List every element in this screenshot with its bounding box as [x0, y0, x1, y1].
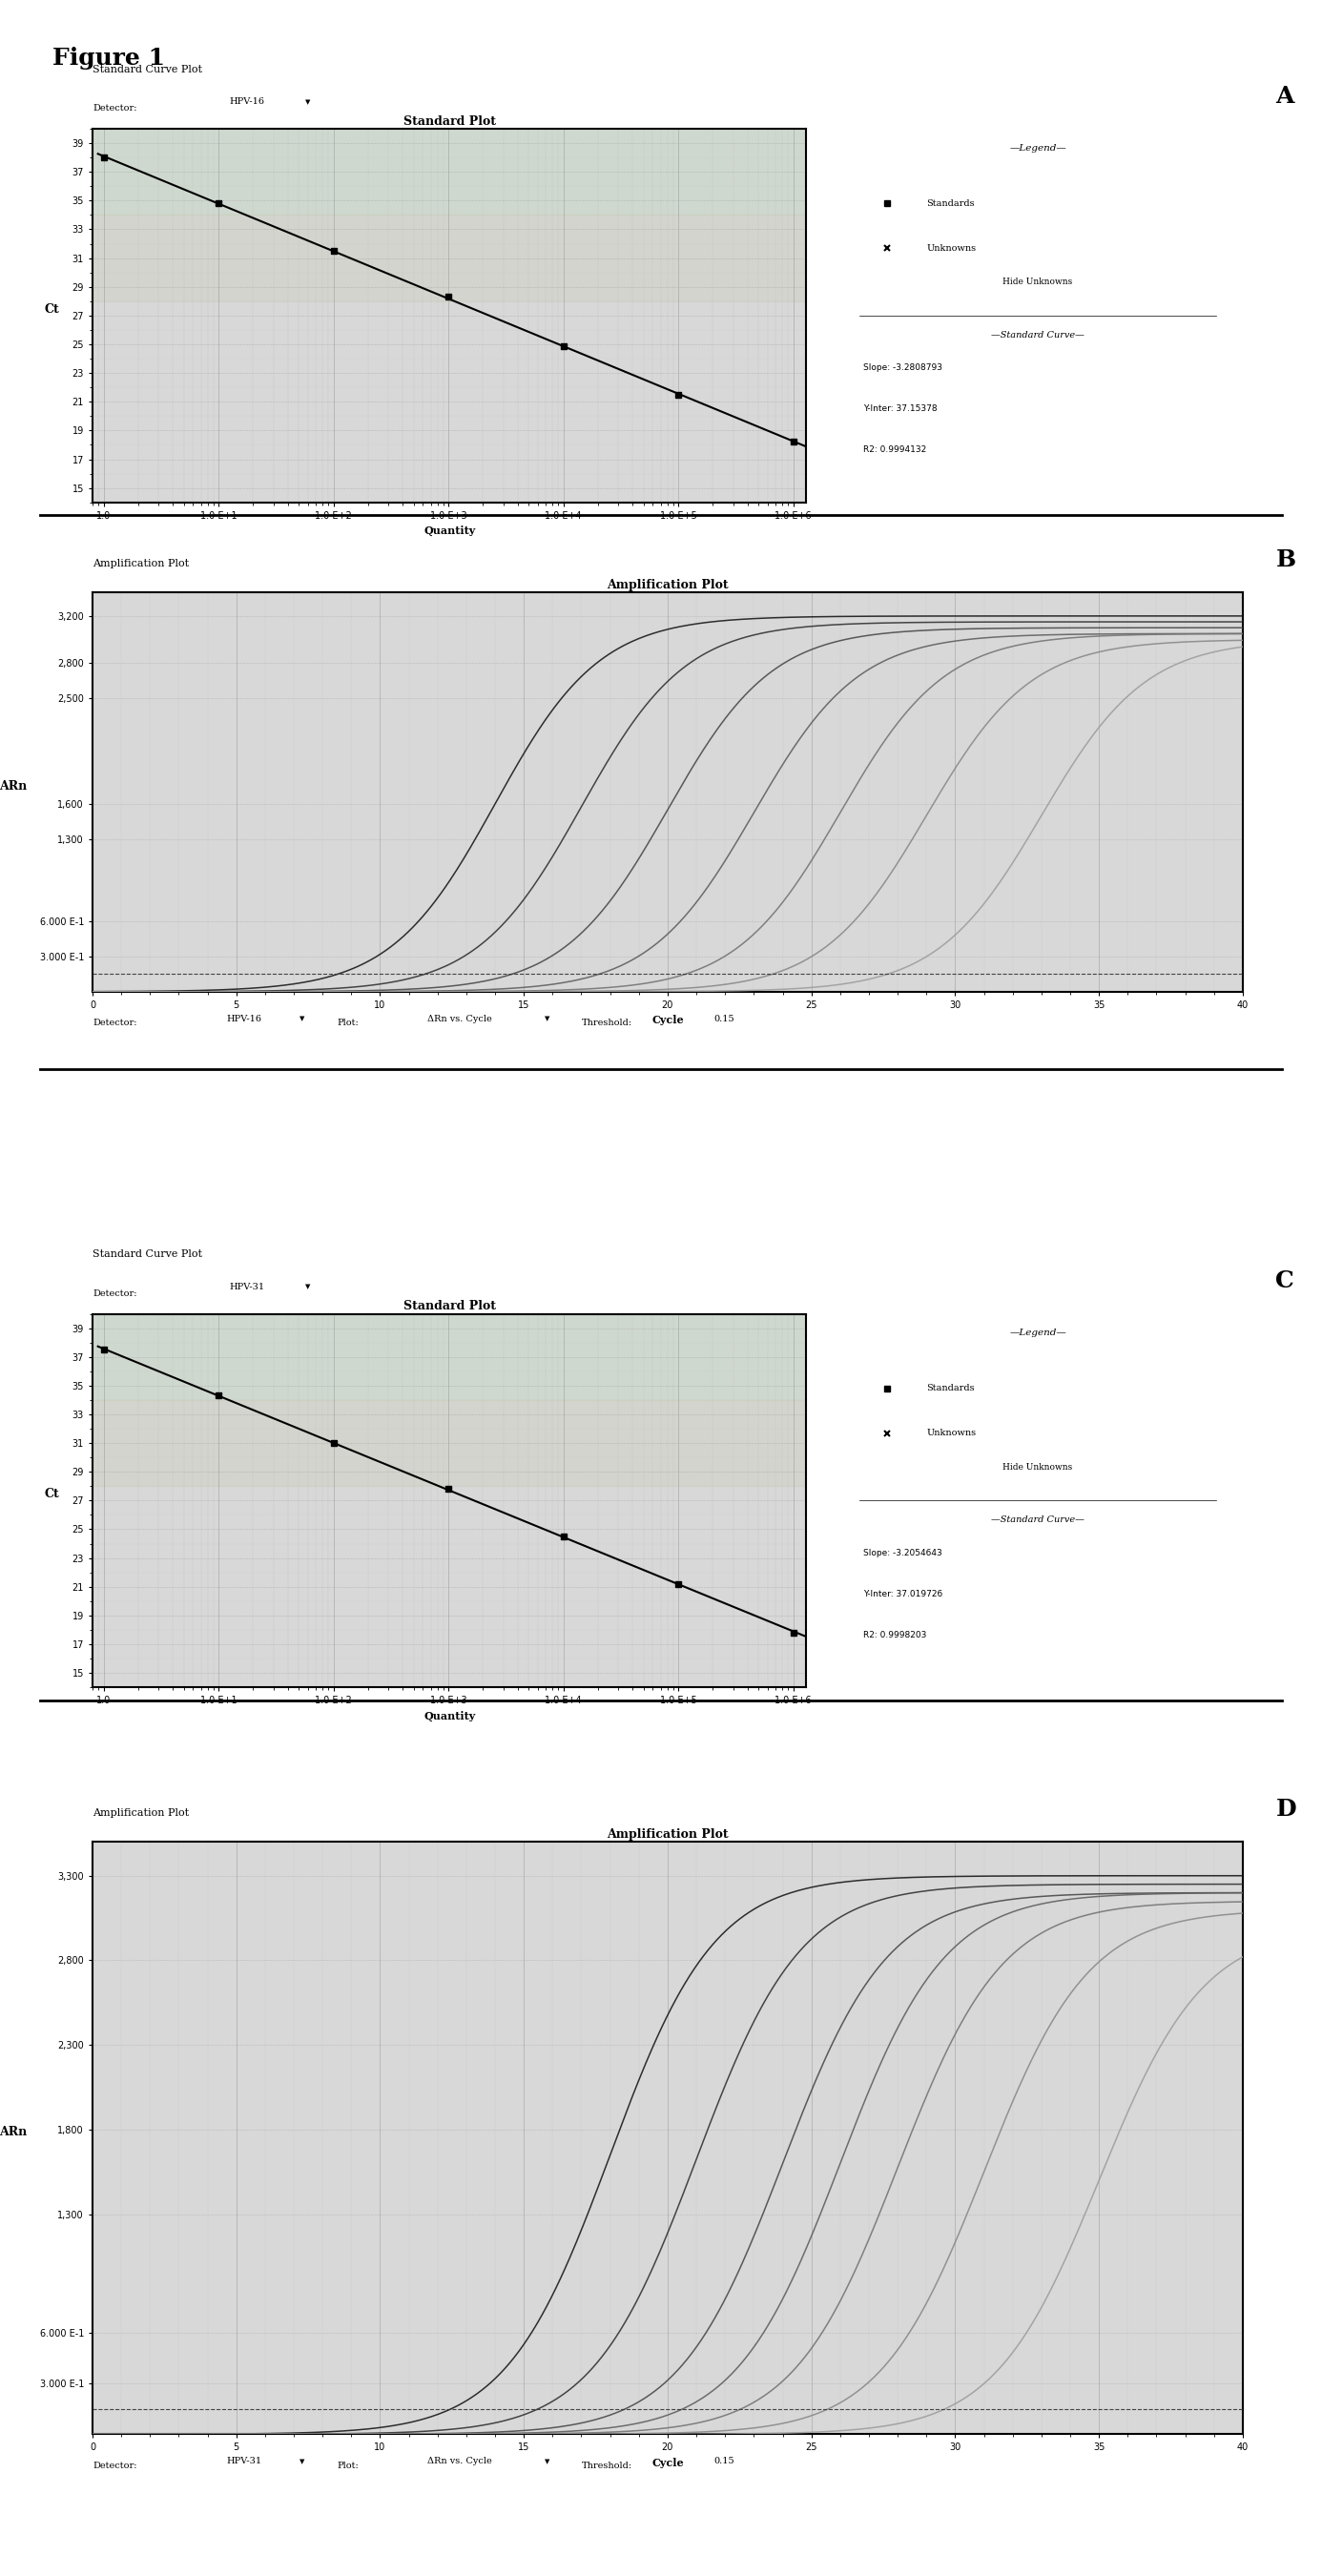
Title: Standard Plot: Standard Plot [403, 1301, 496, 1314]
Bar [93, 1314, 806, 1399]
Text: D: D [1276, 1798, 1297, 1821]
Text: ▼: ▼ [305, 98, 311, 106]
X-axis label: Quantity: Quantity [423, 526, 476, 536]
X-axis label: Quantity: Quantity [423, 1710, 476, 1721]
Title: Amplification Plot: Amplification Plot [607, 580, 728, 592]
Text: Standard Curve Plot: Standard Curve Plot [93, 64, 202, 75]
Text: R2: 0.9998203: R2: 0.9998203 [863, 1631, 927, 1638]
Text: Slope: -3.2054643: Slope: -3.2054643 [863, 1548, 943, 1556]
Bar [93, 1399, 806, 1486]
Text: ▼: ▼ [545, 1015, 550, 1023]
Text: ▼: ▼ [305, 1283, 311, 1291]
Text: ▼: ▼ [300, 2458, 305, 2465]
Text: 0.15: 0.15 [714, 2458, 734, 2465]
Bar [93, 214, 806, 301]
Text: A: A [1276, 85, 1294, 108]
Text: Amplification Plot: Amplification Plot [93, 1808, 189, 1819]
Text: —Standard Curve—: —Standard Curve— [992, 330, 1084, 340]
Text: HPV-31: HPV-31 [227, 2458, 262, 2465]
X-axis label: Cycle: Cycle [652, 2458, 683, 2468]
Text: HPV-16: HPV-16 [230, 98, 264, 106]
Text: —Standard Curve—: —Standard Curve— [992, 1515, 1084, 1525]
Text: HPV-31: HPV-31 [230, 1283, 264, 1291]
Y-axis label: ARn: ARn [0, 781, 28, 791]
Title: Amplification Plot: Amplification Plot [607, 1829, 728, 1842]
Text: Detector:: Detector: [93, 1018, 137, 1028]
Text: Standards: Standards [927, 198, 976, 209]
Text: Slope: -3.2808793: Slope: -3.2808793 [863, 363, 943, 371]
Y-axis label: ARn: ARn [0, 2125, 28, 2138]
Text: Unknowns: Unknowns [927, 1430, 977, 1437]
Text: Amplification Plot: Amplification Plot [93, 559, 189, 569]
Text: Threshold:: Threshold: [582, 2460, 632, 2470]
Text: Standard Curve Plot: Standard Curve Plot [93, 1249, 202, 1260]
Text: B: B [1276, 549, 1296, 572]
Title: Standard Plot: Standard Plot [403, 116, 496, 129]
Text: Plot:: Plot: [337, 2460, 358, 2470]
Text: —Legend—: —Legend— [1009, 144, 1067, 152]
Text: Y-Inter: 37.15378: Y-Inter: 37.15378 [863, 404, 937, 412]
Text: Detector:: Detector: [93, 1288, 137, 1298]
Text: 0.15: 0.15 [714, 1015, 734, 1023]
Text: Figure 1: Figure 1 [53, 46, 165, 70]
Text: Threshold:: Threshold: [582, 1018, 632, 1028]
Text: R2: 0.9994132: R2: 0.9994132 [863, 446, 927, 453]
Text: ΔRn vs. Cycle: ΔRn vs. Cycle [428, 1015, 492, 1023]
Text: ▼: ▼ [545, 2458, 550, 2465]
Text: Plot:: Plot: [337, 1018, 358, 1028]
Text: ΔRn vs. Cycle: ΔRn vs. Cycle [428, 2458, 492, 2465]
Text: Y-Inter: 37.019726: Y-Inter: 37.019726 [863, 1589, 943, 1597]
Bar [93, 129, 806, 214]
Text: —Legend—: —Legend— [1009, 1329, 1067, 1337]
Text: Standards: Standards [927, 1383, 976, 1394]
Text: HPV-16: HPV-16 [227, 1015, 262, 1023]
Text: Detector:: Detector: [93, 103, 137, 113]
Y-axis label: Ct: Ct [45, 304, 59, 314]
X-axis label: Cycle: Cycle [652, 1015, 683, 1025]
Text: C: C [1276, 1270, 1294, 1293]
Text: Detector:: Detector: [93, 2460, 137, 2470]
Y-axis label: Ct: Ct [45, 1489, 59, 1499]
Text: ▼: ▼ [300, 1015, 305, 1023]
Text: Unknowns: Unknowns [927, 245, 977, 252]
